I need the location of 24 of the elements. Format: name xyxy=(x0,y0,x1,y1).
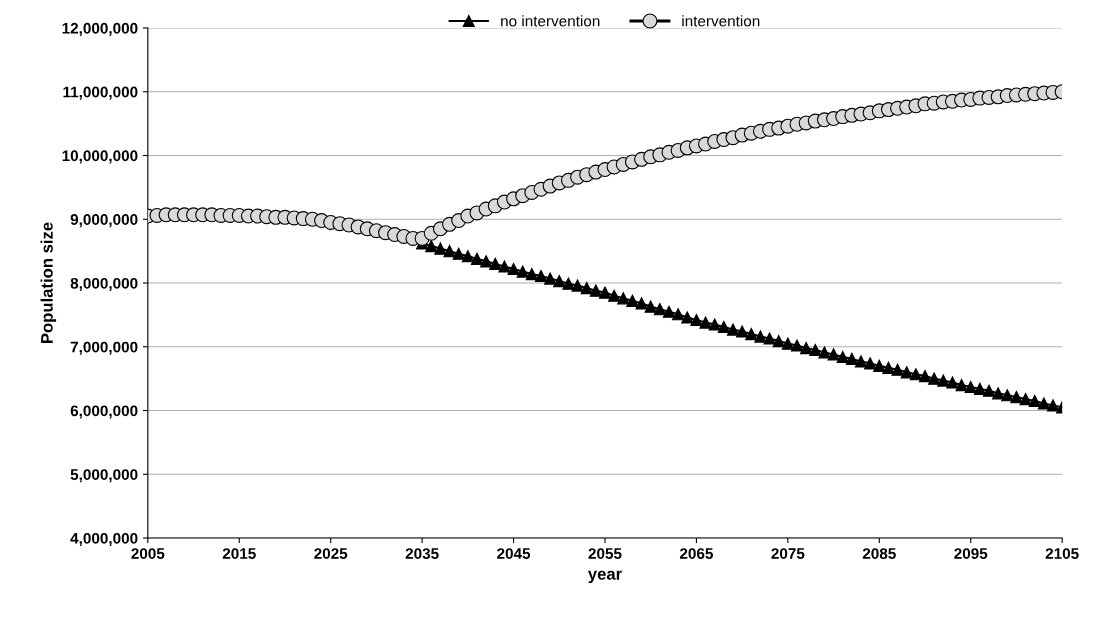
y-tick-label: 4,000,000 xyxy=(70,532,138,546)
x-tick-label: 2075 xyxy=(771,548,805,559)
y-tick-label: 9,000,000 xyxy=(70,214,138,228)
x-tick-label: 2105 xyxy=(1045,548,1079,559)
y-tick-label: 11,000,000 xyxy=(63,86,138,100)
y-tick-label: 10,000,000 xyxy=(62,150,138,164)
legend-label: intervention xyxy=(682,15,760,27)
y-axis-title: Population size xyxy=(40,222,57,344)
x-tick-label: 2025 xyxy=(314,548,348,559)
y-tick-label: 6,000,000 xyxy=(70,405,138,419)
x-tick-label: 2005 xyxy=(131,548,165,559)
x-tick-label: 2095 xyxy=(954,548,988,559)
x-tick-label: 2055 xyxy=(588,548,622,559)
y-tick-label: 12,000,000 xyxy=(62,22,138,36)
x-tick-label: 2045 xyxy=(497,548,531,559)
x-tick-label: 2085 xyxy=(862,548,896,559)
x-tick-label: 2065 xyxy=(679,548,713,559)
x-axis-title: year xyxy=(587,570,622,584)
x-tick-label: 2015 xyxy=(222,548,256,559)
x-tick-label: 2035 xyxy=(405,548,439,559)
y-tick-label: 5,000,000 xyxy=(70,469,138,483)
y-tick-label: 8,000,000 xyxy=(70,277,138,291)
y-tick-label: 7,000,000 xyxy=(70,341,138,355)
legend-label: no intervention xyxy=(501,15,600,27)
